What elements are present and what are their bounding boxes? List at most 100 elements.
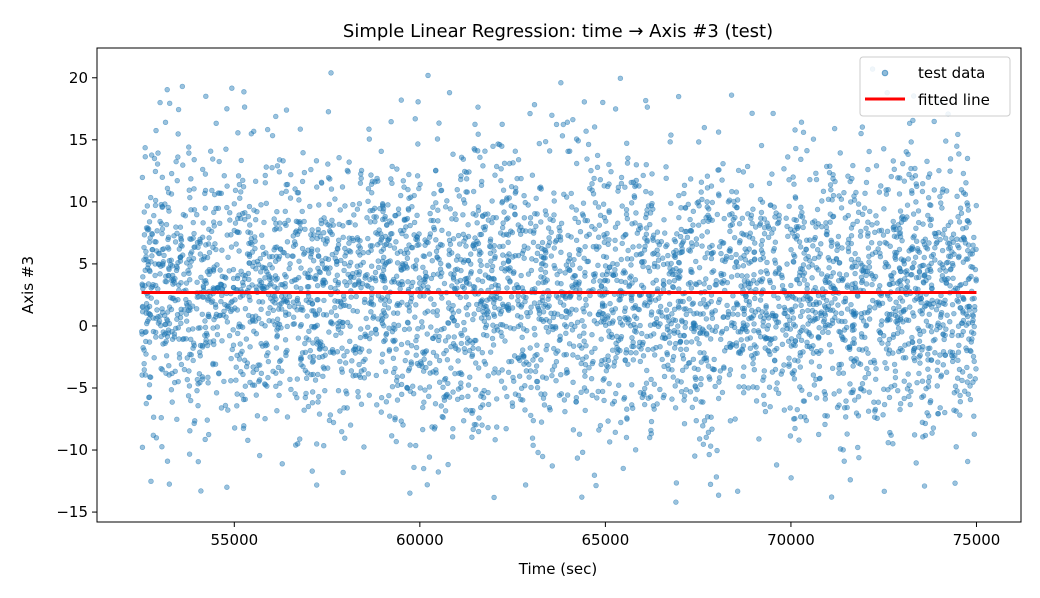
scatter-point <box>721 215 727 222</box>
scatter-point <box>666 318 672 324</box>
scatter-point <box>332 196 338 202</box>
scatter-point <box>241 423 247 429</box>
scatter-point <box>265 374 271 381</box>
scatter-point <box>960 259 967 265</box>
scatter-point <box>489 283 495 290</box>
scatter-point <box>469 434 475 440</box>
scatter-point <box>467 338 473 344</box>
scatter-point <box>972 266 979 273</box>
scatter-point <box>692 453 698 459</box>
scatter-point <box>709 327 715 333</box>
scatter-point <box>649 171 655 177</box>
scatter-point <box>741 384 747 390</box>
scatter-point <box>164 185 171 192</box>
scatter-point <box>379 359 385 365</box>
scatter-point <box>274 163 281 169</box>
scatter-point <box>211 286 217 292</box>
scatter-point <box>782 307 789 313</box>
scatter-point <box>553 350 559 356</box>
scatter-point <box>606 209 612 216</box>
scatter-point <box>598 361 604 368</box>
scatter-point <box>241 89 247 95</box>
scatter-point <box>490 342 497 348</box>
scatter-point <box>303 390 309 397</box>
scatter-point <box>335 388 342 394</box>
scatter-point <box>477 257 483 264</box>
scatter-point <box>453 257 460 263</box>
scatter-point <box>597 278 603 284</box>
scatter-point <box>426 454 433 460</box>
scatter-point <box>886 351 892 357</box>
scatter-point <box>825 321 831 328</box>
scatter-point <box>893 318 899 325</box>
scatter-point <box>590 278 597 284</box>
scatter-point <box>846 236 852 243</box>
scatter-point <box>785 154 791 160</box>
scatter-point <box>308 232 314 238</box>
scatter-point <box>488 258 494 264</box>
scatter-point <box>402 357 408 364</box>
scatter-point <box>850 162 856 169</box>
scatter-point <box>588 375 595 382</box>
scatter-point <box>282 220 288 227</box>
scatter-point <box>772 239 779 245</box>
scatter-point <box>885 387 891 393</box>
scatter-point <box>943 326 949 332</box>
scatter-point <box>532 368 539 375</box>
scatter-point <box>191 342 197 349</box>
scatter-point <box>560 121 566 128</box>
scatter-point <box>813 176 820 183</box>
scatter-point <box>779 368 785 374</box>
scatter-point <box>546 293 552 299</box>
scatter-point <box>445 380 451 387</box>
scatter-point <box>606 161 612 168</box>
scatter-point <box>147 194 154 201</box>
scatter-point <box>345 219 352 226</box>
scatter-point <box>352 350 359 356</box>
scatter-point <box>274 275 281 282</box>
legend-label-test-data: test data <box>918 64 985 82</box>
scatter-point <box>311 323 317 330</box>
scatter-point <box>370 207 376 213</box>
scatter-point <box>694 310 700 316</box>
scatter-point <box>942 409 948 416</box>
scatter-point <box>741 364 747 370</box>
scatter-point <box>139 281 145 287</box>
scatter-point <box>482 303 488 309</box>
scatter-point <box>786 361 792 367</box>
scatter-point <box>949 260 956 267</box>
scatter-point <box>205 295 211 302</box>
scatter-point <box>911 345 918 351</box>
scatter-point <box>897 345 904 352</box>
scatter-point <box>605 418 611 424</box>
scatter-point <box>414 242 420 249</box>
scatter-point <box>321 365 327 372</box>
scatter-point <box>612 271 619 278</box>
scatter-point <box>838 205 845 211</box>
scatter-point <box>259 232 265 238</box>
scatter-point <box>551 190 557 196</box>
scatter-point <box>808 359 815 365</box>
scatter-point <box>821 303 828 309</box>
scatter-point <box>213 311 220 317</box>
scatter-point <box>696 139 702 145</box>
scatter-point <box>810 372 817 378</box>
scatter-point <box>740 169 747 175</box>
scatter-point <box>470 188 477 195</box>
scatter-point <box>706 451 712 458</box>
scatter-point <box>385 305 392 311</box>
scatter-point <box>644 239 650 245</box>
scatter-point <box>477 154 483 161</box>
scatter-point <box>809 262 815 268</box>
y-tick-label: 15 <box>69 131 88 149</box>
scatter-point <box>910 310 916 316</box>
scatter-point <box>314 247 321 253</box>
scatter-point <box>628 179 634 186</box>
scatter-point <box>202 205 208 211</box>
scatter-point <box>176 246 183 252</box>
scatter-point <box>669 396 675 402</box>
scatter-point <box>659 356 665 363</box>
scatter-point <box>393 273 400 279</box>
scatter-point <box>146 239 153 245</box>
scatter-point <box>277 380 283 386</box>
